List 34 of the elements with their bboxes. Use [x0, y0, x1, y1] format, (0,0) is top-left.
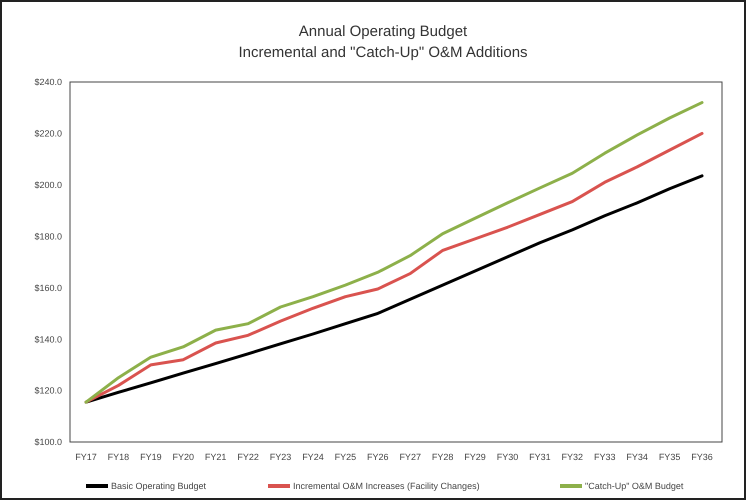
legend-label: "Catch-Up" O&M Budget	[585, 481, 684, 492]
line-series	[84, 174, 704, 404]
legend-label: Basic Operating Budget	[111, 481, 207, 492]
x-tick-label: FY20	[172, 452, 194, 462]
x-tick-label: FY34	[626, 452, 648, 462]
x-tick-label: FY31	[529, 452, 551, 462]
x-tick-label: FY32	[562, 452, 584, 462]
x-tick-label: FY27	[399, 452, 421, 462]
x-tick-label: FY28	[432, 452, 454, 462]
y-tick-label: $140.0	[34, 334, 62, 344]
x-tick-label: FY30	[496, 452, 518, 462]
x-tick-label: FY23	[270, 452, 292, 462]
x-tick-label: FY24	[302, 452, 324, 462]
y-tick-label: $220.0	[34, 128, 62, 139]
chart-subtitle: Incremental and "Catch-Up" O&M Additions	[238, 44, 528, 61]
x-tick-label: FY36	[691, 452, 713, 462]
y-tick-label: $100.0	[34, 437, 62, 448]
y-tick-label: $120.0	[34, 386, 62, 396]
x-tick-label: FY35	[658, 452, 680, 462]
x-tick-label: FY18	[108, 452, 130, 462]
chart-title: Annual Operating Budget	[298, 23, 468, 40]
y-tick-label: $180.0	[34, 231, 62, 242]
x-tick-label: FY19	[140, 452, 162, 462]
x-tick-label: FY21	[204, 452, 226, 462]
x-tick-label: FY22	[237, 452, 259, 462]
x-tick-label: FY25	[334, 452, 356, 462]
x-tick-label: FY29	[464, 452, 486, 462]
y-tick-label: $240.0	[34, 77, 62, 88]
x-tick-label: FY17	[75, 452, 97, 462]
legend-label: Incremental O&M Increases (Facility Changes)	[293, 481, 480, 492]
x-tick-label: FY26	[367, 452, 389, 462]
y-tick-label: $200.0	[34, 180, 62, 190]
x-tick-label: FY33	[594, 452, 616, 462]
y-tick-label: $160.0	[34, 282, 62, 293]
